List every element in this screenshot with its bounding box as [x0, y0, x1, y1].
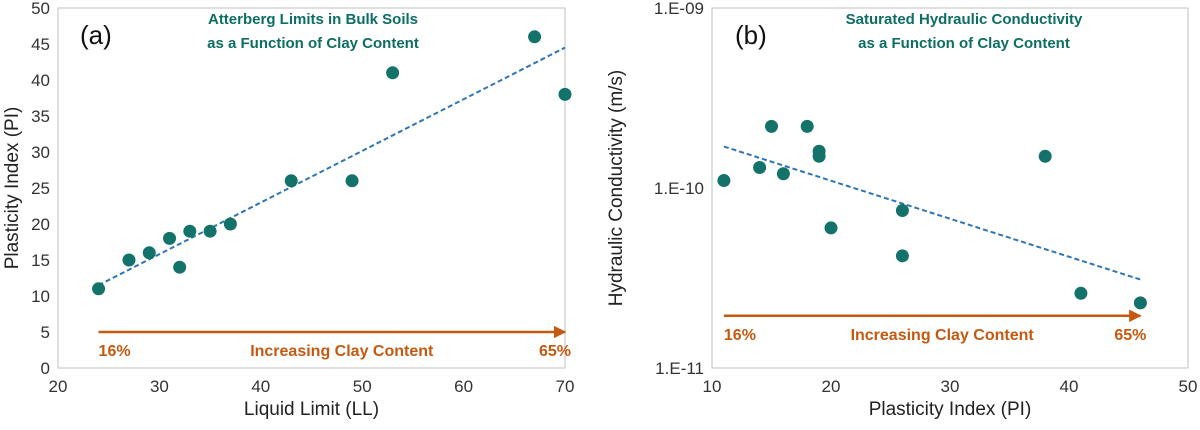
data-point: [895, 249, 909, 263]
chart-title-line: Atterberg Limits in Bulk Soils: [208, 11, 418, 28]
y-tick-label: 10: [31, 287, 50, 306]
x-tick-label: 10: [703, 377, 722, 396]
data-point: [1133, 296, 1147, 310]
data-point: [122, 253, 136, 267]
x-tick-label: 50: [1179, 377, 1198, 396]
y-tick-label: 20: [31, 215, 50, 234]
data-point: [528, 30, 542, 44]
data-point: [765, 119, 778, 133]
y-tick-label: 25: [31, 179, 50, 198]
data-point: [895, 203, 909, 217]
data-point: [717, 174, 731, 188]
x-tick-label: 40: [251, 377, 270, 396]
y-tick-label: 1.E-09: [654, 0, 704, 18]
y-tick-label: 45: [31, 35, 50, 54]
data-point: [1074, 286, 1088, 300]
data-point: [173, 260, 187, 274]
annotation-middle: Increasing Clay Content: [250, 343, 434, 360]
data-point: [203, 224, 217, 238]
panel-label: (a): [80, 20, 112, 50]
y-tick-label: 1.E-10: [654, 179, 704, 198]
panel-b-chart: 10 20 30 40 50 1.E-11 1.E-10 1.E-09 Plasticity I…: [606, 0, 1197, 420]
plot-frame: [57, 7, 566, 369]
trendline: [723, 145, 1141, 281]
chart-title-line: as a Function of Clay Content: [858, 35, 1070, 52]
y-tick-label: 5: [41, 323, 50, 342]
data-point: [284, 174, 298, 188]
x-tick-label: 30: [150, 377, 169, 396]
data-point: [812, 149, 826, 163]
annotation-middle: Increasing Clay Content: [851, 327, 1035, 344]
annotation-right: 65%: [539, 343, 571, 360]
x-tick-label: 20: [822, 377, 841, 396]
x-axis-label: Liquid Limit (LL): [244, 399, 379, 420]
data-point: [345, 174, 359, 188]
data-point: [183, 224, 197, 238]
chart-title-line: as a Function of Clay Content: [207, 35, 419, 52]
data-point: [776, 167, 790, 181]
data-point: [223, 217, 237, 231]
panel-label: (b): [735, 20, 767, 50]
annotation-left: 16%: [724, 327, 756, 344]
y-tick-label: 0: [41, 359, 50, 378]
data-point: [386, 66, 400, 80]
data-point: [142, 246, 156, 260]
y-tick-label: 1.E-11: [655, 359, 704, 378]
data-point: [558, 87, 572, 101]
data-point: [92, 282, 106, 296]
y-tick-label: 35: [31, 107, 50, 126]
data-point: [800, 119, 814, 133]
x-tick-label: 20: [49, 377, 68, 396]
data-point: [753, 160, 767, 174]
annotation-right: 65%: [1114, 327, 1146, 344]
data-point: [163, 231, 177, 245]
plot-frame: [711, 7, 1189, 369]
data-point: [824, 221, 838, 235]
x-tick-label: 70: [556, 377, 575, 396]
x-tick-label: 50: [353, 377, 372, 396]
x-tick-label: 30: [941, 377, 960, 396]
x-axis-label: Plasticity Index (PI): [869, 399, 1032, 420]
trendline: [98, 46, 566, 287]
panel-a-chart: 20 30 40 50 60 70 0 5 10 15 20 25 30 35 40 45 50 Liquid L…: [2, 0, 574, 420]
x-tick-label: 60: [454, 377, 473, 396]
y-axis-label: Plasticity Index (PI): [2, 107, 23, 270]
data-point: [1038, 149, 1052, 163]
y-tick-label: 40: [31, 71, 50, 90]
y-tick-label: 30: [31, 143, 50, 162]
chart-title-line: Saturated Hydraulic Conductivity: [846, 11, 1083, 28]
y-tick-label: 50: [31, 0, 50, 18]
y-tick-label: 15: [31, 251, 50, 270]
annotation-left: 16%: [99, 343, 131, 360]
y-axis-label: Hydraulic Conductivity (m/s): [606, 70, 627, 307]
x-tick-label: 40: [1060, 377, 1079, 396]
